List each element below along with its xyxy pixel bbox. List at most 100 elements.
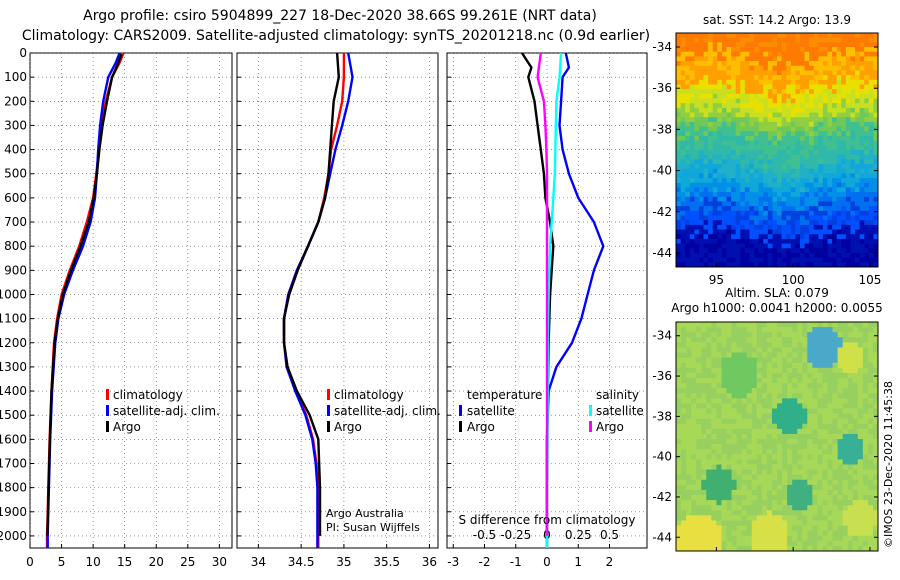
sla-map-cell: [721, 403, 727, 409]
sst-map-cell: [809, 112, 815, 118]
sst-map-cell: [772, 210, 778, 216]
sst-map-cell: [809, 238, 815, 244]
sst-map-cell: [740, 103, 746, 109]
sst-map-cell: [868, 173, 874, 179]
sst-map-cell: [726, 51, 732, 57]
sst-map-cell: [680, 257, 686, 263]
sst-map-cell: [703, 61, 709, 67]
sst-map-cell: [795, 173, 801, 179]
sst-map-cell: [855, 98, 861, 104]
sla-map-cell: [726, 413, 732, 420]
sla-map-cell: [842, 454, 849, 460]
sst-map-cell: [864, 229, 870, 235]
sst-map-cell: [790, 56, 796, 62]
sst-map-cell: [712, 42, 718, 48]
sla-map-cell: [797, 540, 803, 547]
sst-map-cell: [836, 238, 842, 244]
sla-map-cell: [862, 423, 869, 430]
sla-map-cell: [741, 439, 748, 445]
sla-map-cell: [761, 327, 768, 333]
sst-map-cell: [735, 229, 741, 235]
sla-map-cell: [751, 388, 758, 394]
sla-map-cell: [696, 525, 702, 532]
sst-map-cell: [685, 61, 691, 67]
sst-map-cell: [749, 210, 755, 216]
sst-map-cell: [694, 75, 700, 81]
sla-map-cell: [736, 535, 743, 542]
sst-map-cell: [809, 70, 815, 76]
sla-map-cell: [817, 530, 823, 537]
sla-map-cell: [837, 433, 844, 440]
sla-map-cell: [751, 459, 758, 465]
sst-map-cell: [703, 150, 709, 156]
sla-map-cell: [862, 520, 869, 526]
sla-map-cell: [792, 474, 798, 481]
sla-map-cell: [807, 347, 813, 353]
sst-map-cell: [786, 135, 792, 142]
sst-map-cell: [772, 145, 778, 151]
sst-map-cell: [712, 93, 718, 99]
sst-map-cell: [781, 238, 787, 244]
sst-map-cell: [731, 42, 737, 48]
sla-map-cell: [741, 474, 748, 481]
sst-map-cell: [767, 121, 773, 127]
sst-map-cell: [712, 210, 718, 216]
sla-map-cell: [852, 520, 859, 526]
sla-map-cell: [731, 327, 737, 333]
sla-map-cell: [711, 337, 717, 343]
sla-map-cell: [802, 357, 808, 364]
sst-map-cell: [859, 112, 865, 118]
sla-map-cell: [686, 428, 692, 435]
sst-map-cell: [827, 248, 833, 254]
sla-map-cell: [706, 388, 712, 394]
sla-map-cell: [852, 413, 859, 420]
sla-map-cell: [842, 347, 849, 353]
sla-map-cell: [812, 525, 818, 532]
sla-map-cell: [706, 322, 712, 328]
sla-map-cell: [867, 454, 874, 460]
sla-map-cell: [842, 489, 849, 496]
sla-map-cell: [787, 469, 793, 476]
sla-map-cell: [766, 449, 773, 455]
sla-map-cell: [706, 515, 712, 521]
sla-map-cell: [817, 322, 823, 328]
sla-map-cell: [726, 489, 732, 496]
sla-map-cell: [676, 423, 682, 430]
sst-map-cell: [832, 112, 838, 118]
sla-map-cell: [792, 347, 798, 353]
sst-map-cell: [749, 84, 755, 90]
sla-map-cell: [701, 454, 707, 460]
sla-map-cell: [756, 337, 763, 343]
sst-map-cell: [694, 164, 700, 170]
sst-map-cell: [763, 220, 769, 226]
sst-map-cell: [827, 229, 833, 235]
sst-map-cell: [772, 154, 778, 160]
sst-map-cell: [850, 164, 856, 170]
sla-map-cell: [842, 444, 849, 450]
sst-map-cell: [781, 150, 787, 156]
sst-map-cell: [758, 234, 764, 240]
sst-map-cell: [822, 187, 828, 193]
sla-map-cell: [751, 413, 758, 420]
sla-map-cell: [872, 535, 879, 542]
sst-map-cell: [767, 79, 773, 85]
sst-map-cell: [772, 93, 778, 99]
sla-map-cell: [847, 403, 854, 409]
sst-map-cell: [767, 150, 773, 156]
sla-map-cell: [726, 469, 732, 476]
legend-swatch-sal-argo: [589, 421, 592, 432]
sst-map-cell: [698, 126, 704, 132]
sst-map-cell: [786, 192, 792, 198]
sla-map-cell: [832, 393, 838, 399]
sst-map-cell: [726, 257, 732, 263]
sst-map-cell: [864, 70, 870, 76]
sst-map-cell: [836, 70, 842, 76]
sla-map-cell: [721, 510, 727, 516]
sla-map-cell: [847, 540, 854, 547]
sst-map-cell: [822, 75, 828, 81]
sla-map-cell: [802, 372, 808, 379]
sla-map-cell: [726, 367, 732, 374]
sla-map-cell: [741, 388, 748, 394]
sla-map-cell: [761, 428, 768, 435]
sst-map-cell: [873, 178, 879, 184]
